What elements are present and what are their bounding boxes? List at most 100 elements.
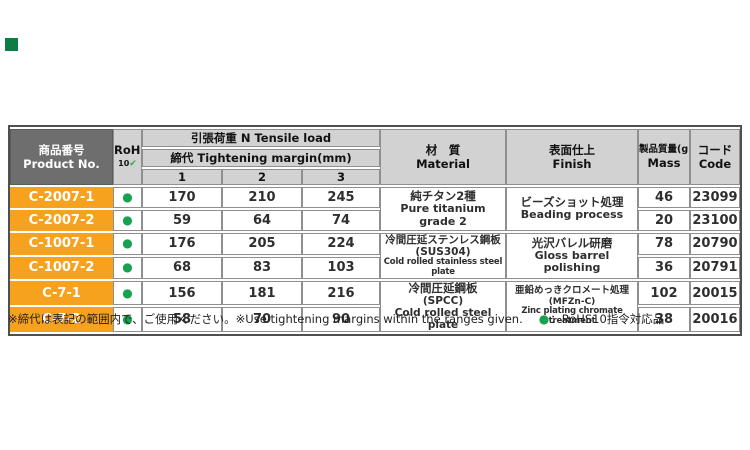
material-ja: 冷間圧延鋼板	[408, 280, 478, 295]
mass-cell: 20	[638, 210, 690, 231]
code-cell: 20016	[690, 307, 740, 333]
rohs-legend-text: ：RoHS10指令対応品	[550, 312, 665, 326]
header-code-ja: コード	[697, 142, 733, 157]
finish-cell: 亜鉛めっきクロメート処理 (MFZn-C) Zinc plating chrom…	[506, 280, 638, 333]
margin-3-cell: 90	[302, 307, 380, 333]
mass-cell: 78	[638, 233, 690, 255]
material-ja: 純チタン2種	[410, 188, 476, 203]
finish-cell: 光沢バレル研磨 Gloss barrel polishing	[506, 233, 638, 279]
finish-ja: 光沢バレル研磨	[531, 235, 613, 250]
header-tensile-load: 引張荷重 N Tensile load	[142, 129, 380, 147]
code-cell: 20790	[690, 233, 740, 255]
header-margin-1: 1	[142, 169, 222, 185]
material-en: Cold rolled stainless steel plate	[383, 257, 503, 277]
header-product-en: Product No.	[23, 157, 100, 171]
margin-2-cell: 83	[222, 256, 302, 279]
rohs-cell: ●	[113, 233, 142, 255]
mass-cell: 36	[638, 256, 690, 279]
material-paren: (SPCC)	[422, 294, 464, 307]
material-cell: 冷間圧延鋼板 (SPCC) Cold rolled steel plate	[380, 280, 506, 333]
product-no-cell: C-7-2	[10, 307, 113, 333]
header-material-en: Material	[416, 157, 470, 171]
mass-cell: 102	[638, 280, 690, 306]
margin-1-cell: 68	[142, 256, 222, 279]
margin-1-cell: 59	[142, 210, 222, 231]
table-row: C-2007-2 ● 59 64 74 20 23100	[10, 210, 740, 231]
margin-1-cell: 58	[142, 307, 222, 333]
corner-marker	[5, 38, 18, 51]
product-no-cell: C-2007-2	[10, 210, 113, 231]
rohs-cell: ●	[113, 280, 142, 306]
margin-3-cell: 74	[302, 210, 380, 231]
margin-1-cell: 170	[142, 187, 222, 208]
material-en: Cold rolled steel plate	[394, 306, 492, 331]
margin-2-cell: 205	[222, 233, 302, 255]
rohs-label: RoHS	[114, 143, 141, 158]
product-no-cell: C-1007-2	[10, 256, 113, 279]
rohs-10-label: 10	[118, 159, 130, 169]
table-row: C-7-1 ● 156 181 216 冷間圧延鋼板 (SPCC) Cold r…	[10, 280, 740, 333]
finish-cell: ビーズショット処理 Beading process	[506, 187, 638, 231]
code-cell: 23100	[690, 210, 740, 231]
footnote: ※締代は表記の範囲内で、ご使用ください。※Use tightening marg…	[8, 311, 664, 327]
rohs-check-icon: ✔	[129, 159, 137, 170]
mass-cell: 46	[638, 187, 690, 208]
product-no-cell: C-1007-1	[10, 233, 113, 255]
margin-2-cell: 70	[222, 307, 302, 333]
header-finish-ja: 表面仕上	[549, 142, 595, 157]
header-rohs: RoHS 10✔	[113, 129, 142, 185]
mass-cell: 38	[638, 307, 690, 333]
margin-3-cell: 216	[302, 280, 380, 306]
product-spec-table: 商品番号 Product No. RoHS 10✔ 引張荷重 N Tensile…	[8, 125, 742, 337]
header-code-en: Code	[698, 157, 732, 171]
header-mass-en: Mass	[647, 155, 681, 170]
header-material: 材 質 Material	[380, 129, 506, 185]
material-en: Pure titanium grade 2	[400, 201, 486, 228]
finish-en: Beading process	[520, 208, 624, 222]
header-mass-ja: 製品質量(g)	[639, 143, 690, 155]
rohs-dot-icon: ●	[122, 236, 133, 251]
header-material-ja: 材 質	[425, 142, 461, 157]
header-tightening-margin: 締代 Tightening margin(mm)	[142, 149, 380, 167]
margin-1-cell: 176	[142, 233, 222, 255]
material-cell: 冷間圧延ステンレス鋼板 (SUS304) Cold rolled stainle…	[380, 233, 506, 279]
material-cell: 純チタン2種 Pure titanium grade 2	[380, 187, 506, 231]
spec-table: 商品番号 Product No. RoHS 10✔ 引張荷重 N Tensile…	[10, 127, 740, 334]
rohs-cell: ●	[113, 256, 142, 279]
footnote-note: ※締代は表記の範囲内で、ご使用ください。※Use tightening marg…	[8, 312, 523, 326]
header-product-no: 商品番号 Product No.	[10, 129, 113, 185]
material-ja: 冷間圧延ステンレス鋼板	[385, 234, 501, 246]
product-no-cell: C-7-1	[10, 280, 113, 306]
header-product-ja: 商品番号	[38, 142, 85, 157]
code-cell: 20791	[690, 256, 740, 279]
header-finish-en: Finish	[552, 157, 592, 171]
rohs-legend-dot-icon: ●	[538, 312, 550, 326]
finish-paren: (MFZn-C)	[548, 296, 596, 307]
rohs-cell: ●	[113, 210, 142, 231]
rohs-dot-icon: ●	[122, 190, 133, 204]
margin-1-cell: 156	[142, 280, 222, 306]
margin-2-cell: 210	[222, 187, 302, 208]
rohs-cell: ●	[113, 307, 142, 333]
header-finish: 表面仕上 Finish	[506, 129, 638, 185]
rohs-cell: ●	[113, 187, 142, 208]
rohs-dot-icon: ●	[122, 285, 133, 300]
rohs-dot-icon: ●	[122, 213, 133, 227]
rohs-dot-icon: ●	[122, 312, 133, 327]
code-cell: 23099	[690, 187, 740, 208]
code-cell: 20015	[690, 280, 740, 306]
margin-2-cell: 64	[222, 210, 302, 231]
finish-en: Zinc plating chromate treatment	[521, 306, 623, 326]
header-mass: 製品質量(g) Mass	[638, 129, 690, 185]
table-row: C-7-2 ● 58 70 90 38 20016	[10, 307, 740, 333]
margin-3-cell: 103	[302, 256, 380, 279]
finish-ja: ビーズショット処理	[520, 195, 624, 210]
finish-en: Gloss barrel polishing	[534, 248, 610, 275]
header-code: コード Code	[690, 129, 740, 185]
margin-3-cell: 245	[302, 187, 380, 208]
table-row: C-1007-2 ● 68 83 103 36 20791	[10, 256, 740, 279]
header-margin-3: 3	[302, 169, 380, 185]
table-row: C-1007-1 ● 176 205 224 冷間圧延ステンレス鋼板 (SUS3…	[10, 233, 740, 279]
table-row: C-2007-1 ● 170 210 245 純チタン2種 Pure titan…	[10, 187, 740, 231]
rohs-dot-icon: ●	[122, 260, 133, 275]
